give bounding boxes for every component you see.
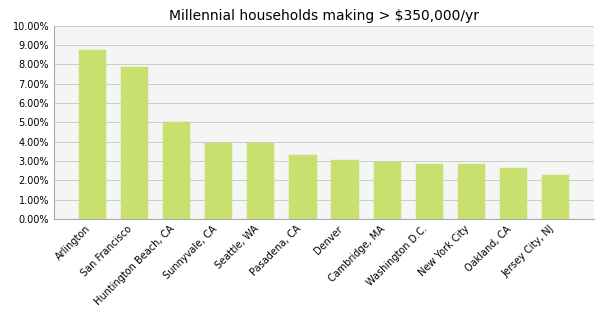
Bar <box>331 160 359 219</box>
Bar <box>79 50 106 219</box>
Bar <box>374 162 401 219</box>
Bar <box>458 164 485 219</box>
Bar <box>500 168 527 219</box>
Bar <box>121 67 148 219</box>
Bar <box>416 164 443 219</box>
Bar <box>542 175 569 219</box>
Title: Millennial households making > $350,000/yr: Millennial households making > $350,000/… <box>169 9 479 23</box>
Bar <box>163 122 190 219</box>
Bar <box>247 143 274 219</box>
Bar <box>205 143 232 219</box>
Bar <box>289 155 317 219</box>
